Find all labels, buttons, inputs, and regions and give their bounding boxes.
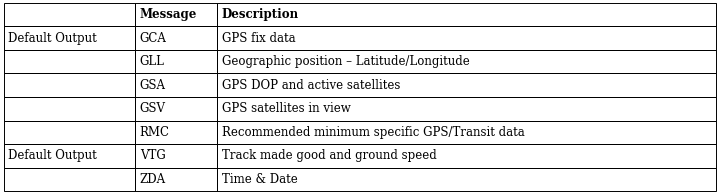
Text: GPS satellites in view: GPS satellites in view: [222, 102, 351, 115]
Bar: [217, 168, 716, 191]
Text: Track made good and ground speed: Track made good and ground speed: [222, 149, 436, 162]
Bar: [217, 144, 716, 168]
Bar: [135, 74, 217, 97]
Bar: [217, 74, 716, 97]
Text: GLL: GLL: [140, 55, 165, 68]
Bar: [135, 50, 217, 74]
Bar: [217, 26, 716, 50]
Text: Geographic position – Latitude/Longitude: Geographic position – Latitude/Longitude: [222, 55, 469, 68]
Text: Default Output: Default Output: [8, 32, 96, 45]
Bar: [4, 120, 135, 144]
Bar: [135, 144, 217, 168]
Bar: [4, 168, 135, 191]
Bar: [217, 97, 716, 120]
Bar: [135, 26, 217, 50]
Bar: [4, 74, 135, 97]
Text: GCA: GCA: [140, 32, 166, 45]
Text: ZDA: ZDA: [140, 173, 166, 186]
Bar: [135, 168, 217, 191]
Bar: [135, 97, 217, 120]
Bar: [4, 97, 135, 120]
Text: GSA: GSA: [140, 79, 166, 92]
Text: Default Output: Default Output: [8, 149, 96, 162]
Bar: [4, 50, 135, 74]
Bar: [135, 120, 217, 144]
Text: Message: Message: [140, 8, 197, 21]
Bar: [4, 144, 135, 168]
Text: GPS DOP and active satellites: GPS DOP and active satellites: [222, 79, 400, 92]
Text: RMC: RMC: [140, 126, 170, 139]
Text: VTG: VTG: [140, 149, 166, 162]
Bar: [217, 120, 716, 144]
Bar: [217, 3, 716, 26]
Text: GSV: GSV: [140, 102, 166, 115]
Text: Recommended minimum specific GPS/Transit data: Recommended minimum specific GPS/Transit…: [222, 126, 524, 139]
Bar: [4, 26, 135, 50]
Bar: [4, 3, 135, 26]
Text: Time & Date: Time & Date: [222, 173, 297, 186]
Text: GPS fix data: GPS fix data: [222, 32, 295, 45]
Bar: [217, 50, 716, 74]
Text: Description: Description: [222, 8, 299, 21]
Bar: [135, 3, 217, 26]
